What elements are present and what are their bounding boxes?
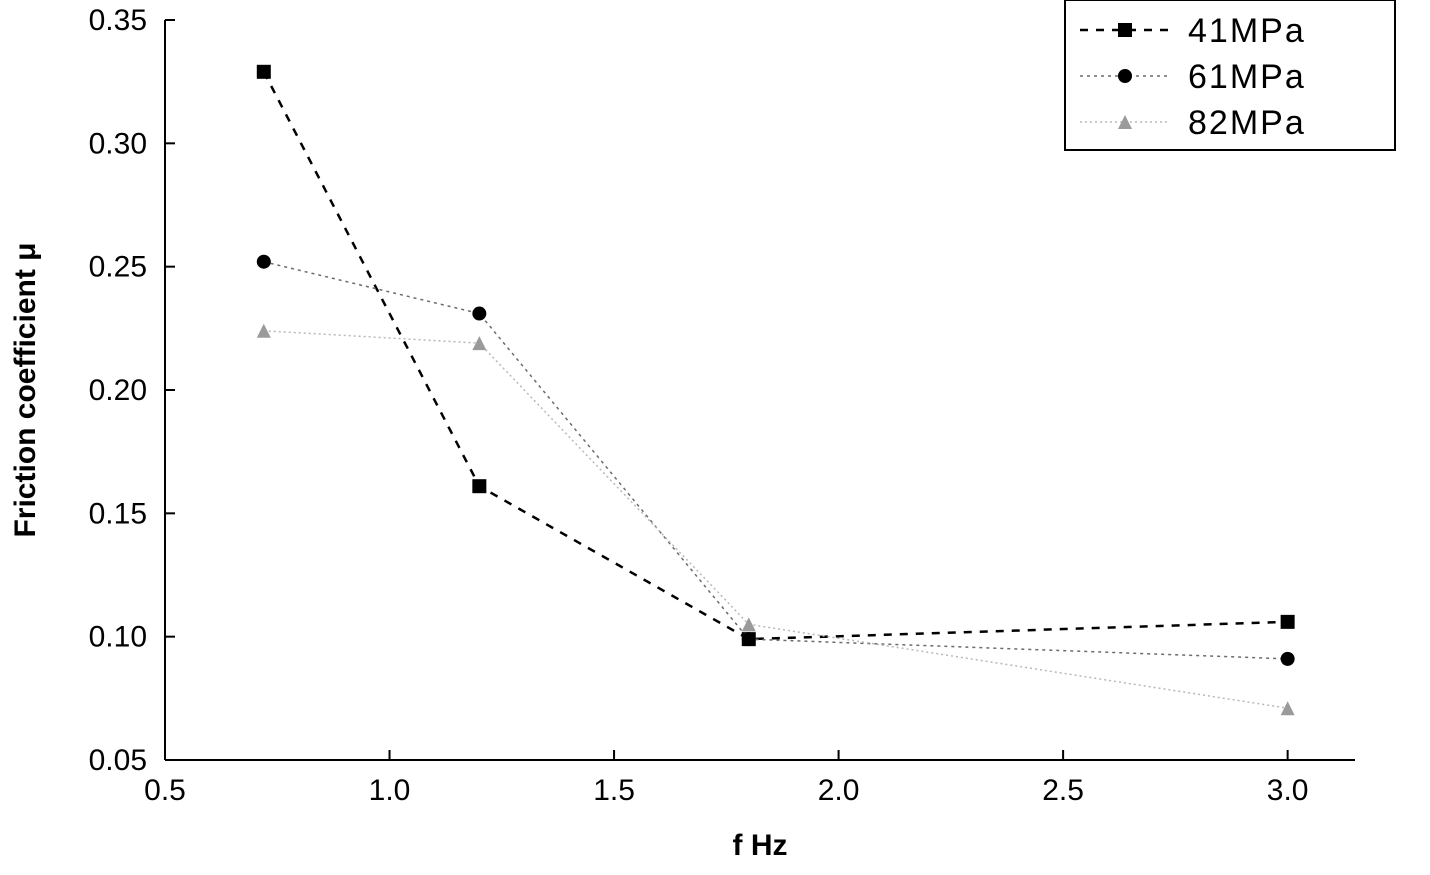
series-marker bbox=[742, 617, 756, 631]
y-tick-label: 0.05 bbox=[89, 744, 147, 777]
series-marker bbox=[1281, 615, 1295, 629]
legend-label: 82MPa bbox=[1188, 104, 1306, 142]
series-marker bbox=[257, 255, 271, 269]
legend-label: 61MPa bbox=[1188, 58, 1306, 96]
series-41MPa bbox=[257, 65, 1295, 646]
series-line bbox=[264, 262, 1288, 659]
legend-label: 41MPa bbox=[1188, 12, 1306, 50]
series-marker bbox=[472, 479, 486, 493]
x-tick-label: 2.5 bbox=[1042, 774, 1084, 807]
x-tick-label: 2.0 bbox=[818, 774, 860, 807]
x-tick-label: 3.0 bbox=[1267, 774, 1309, 807]
series-marker bbox=[742, 632, 756, 646]
series-marker bbox=[472, 307, 486, 321]
legend: 41MPa 61MPa 82MPa bbox=[1065, 0, 1395, 150]
friction-vs-frequency-chart: 0.5 1.0 1.5 2.0 2.5 3.0 f Hz 0.05 0.10 0.15 0.20 0.… bbox=[0, 0, 1430, 875]
y-tick-label: 0.15 bbox=[89, 497, 147, 530]
series-marker bbox=[1281, 652, 1295, 666]
y-tick-label: 0.10 bbox=[89, 621, 147, 654]
y-tick-label: 0.25 bbox=[89, 251, 147, 284]
y-tick-label: 0.20 bbox=[89, 374, 147, 407]
legend-marker bbox=[1118, 69, 1132, 83]
series-marker bbox=[257, 65, 271, 79]
y-tick-label: 0.30 bbox=[89, 127, 147, 160]
series-marker bbox=[257, 324, 271, 338]
x-tick-label: 1.5 bbox=[593, 774, 635, 807]
x-axis-label: f Hz bbox=[733, 829, 788, 862]
series-82MPa bbox=[257, 324, 1295, 715]
series-line bbox=[264, 331, 1288, 708]
x-tick-label: 1.0 bbox=[369, 774, 411, 807]
y-tick-label: 0.35 bbox=[89, 4, 147, 37]
legend-marker bbox=[1118, 23, 1132, 37]
x-tick-label: 0.5 bbox=[144, 774, 186, 807]
series-line bbox=[264, 72, 1288, 639]
series-61MPa bbox=[257, 255, 1295, 666]
series-marker bbox=[1281, 701, 1295, 715]
y-axis-label: Friction coefficient μ bbox=[9, 242, 42, 537]
